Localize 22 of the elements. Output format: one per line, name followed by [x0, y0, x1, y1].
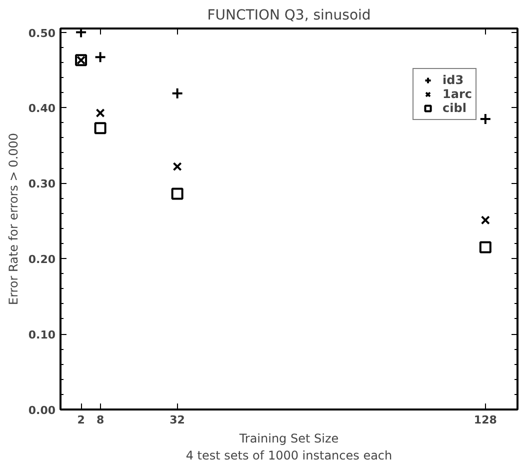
chart-title: FUNCTION Q3, sinusoid [207, 8, 371, 24]
x-tick-label: 128 [474, 414, 497, 426]
y-tick-label: 0.00 [28, 404, 56, 417]
point [94, 122, 106, 134]
legend-label: cibl [442, 101, 466, 115]
y-tick-label: 0.40 [28, 102, 56, 116]
x-tick-label: 32 [170, 414, 185, 426]
legend-label: 1arc [442, 87, 472, 101]
y-tick-label: 0.20 [28, 253, 56, 266]
y-axis-title: Error Rate for errors > 0.000 [6, 132, 20, 306]
y-tick-label: 0.30 [28, 178, 56, 191]
x-axis-title: Training Set Size 4 test sets of 1000 instances each [186, 432, 392, 462]
x-tick-label: 2 [77, 414, 85, 426]
point [480, 216, 490, 225]
y-tick-label: 0.50 [28, 26, 56, 40]
x-tick-label: 8 [96, 414, 104, 426]
point [479, 241, 492, 254]
point [96, 108, 105, 118]
point [171, 188, 184, 200]
point [172, 162, 182, 172]
legend-label: id3 [442, 73, 464, 87]
y-tick-label: 0.10 [28, 328, 56, 342]
